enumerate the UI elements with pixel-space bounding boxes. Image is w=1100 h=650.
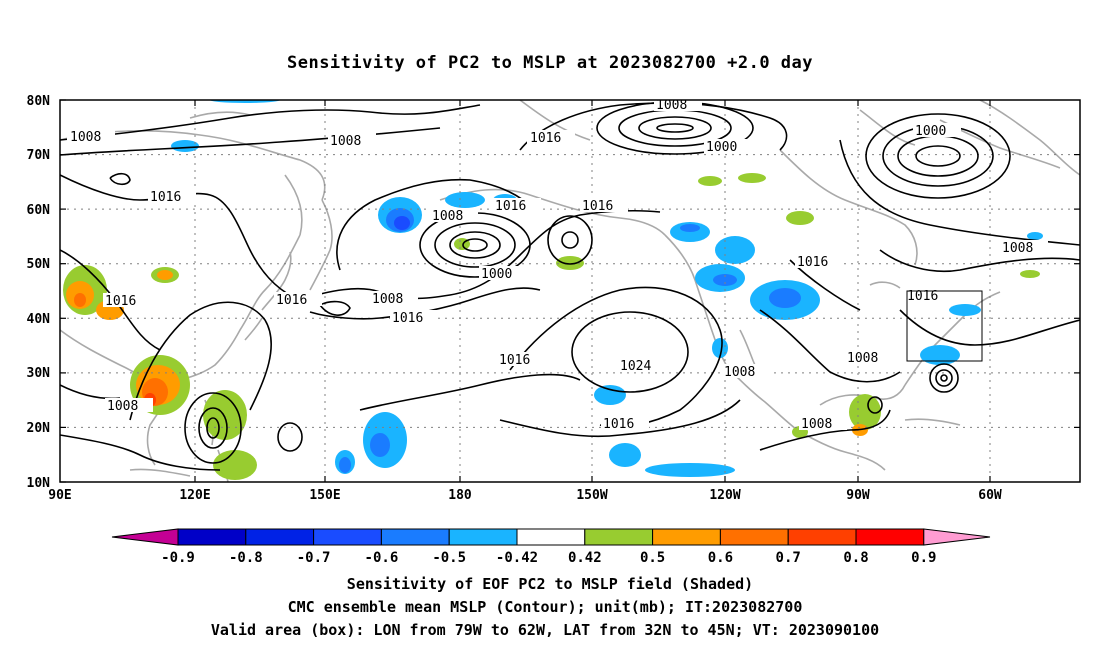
contour-label: 1008 [656, 98, 687, 113]
caption-line-3: Valid area (box): LON from 79W to 62W, L… [211, 621, 879, 639]
contour-label: 1016 [392, 311, 423, 326]
contour-label: 1008 [432, 209, 463, 224]
contour-label: 1016 [530, 131, 561, 146]
colorbar-tick-label: -0.9 [161, 550, 195, 566]
colorbar-high-arrow [923, 528, 991, 546]
colorbar-segment [855, 528, 925, 546]
lon-label: 90E [48, 488, 71, 503]
colorbar-tick-label: -0.5 [432, 550, 466, 566]
colorbar-segment [652, 528, 721, 546]
contour-label: 1016 [495, 199, 526, 214]
contour-label: 1016 [150, 190, 181, 205]
latitude-labels: 80N 70N 60N 50N 40N 30N 20N 10N [27, 94, 51, 491]
contour-label: 1016 [499, 353, 530, 368]
colorbar-low-arrow [111, 528, 179, 546]
gridlines [60, 100, 1080, 482]
contour-label: 1008 [724, 365, 755, 380]
lat-label: 10N [27, 476, 51, 491]
map-title: Sensitivity of PC2 to MSLP at 2023082700… [287, 53, 813, 73]
longitude-labels: 90E 120E 150E 180 150W 120W 90W 60W [48, 488, 1002, 503]
lon-label: 60W [978, 488, 1002, 503]
contour-label: 1024 [620, 359, 651, 374]
colorbar-tick-label: 0.7 [776, 550, 801, 566]
contour-label: 1008 [801, 417, 832, 432]
contour-label: 1000 [481, 267, 512, 282]
colorbar-tick-label: -0.8 [229, 550, 263, 566]
contour-label: 1016 [797, 255, 828, 270]
colorbar-segment [245, 528, 315, 546]
contour-label: 1008 [1002, 241, 1033, 256]
map-frame [59, 99, 1081, 483]
lat-label: 70N [27, 148, 51, 163]
colorbar-segment [584, 528, 654, 546]
colorbar-segment [787, 528, 857, 546]
colorbar-segment [516, 528, 586, 546]
colorbar-segment [313, 528, 382, 546]
contour-labels: 1008 1008 1008 1000 1016 1016 1000 1016 … [67, 98, 1048, 432]
captions: Sensitivity of EOF PC2 to MSLP field (Sh… [211, 575, 879, 639]
contour-label: 1008 [70, 130, 101, 145]
lat-label: 30N [27, 366, 51, 381]
axis-ticks [60, 99, 1080, 483]
lon-label: 180 [448, 488, 472, 503]
colorbar-tick-label: 0.42 [568, 550, 602, 566]
caption-line-2: CMC ensemble mean MSLP (Contour); unit(m… [288, 598, 803, 616]
colorbar-tick-label: -0.7 [297, 550, 331, 566]
lon-label: 90W [846, 488, 870, 503]
contour-label: 1016 [582, 199, 613, 214]
contour-label: 1016 [603, 417, 634, 432]
contour-label: 1008 [330, 134, 361, 149]
lon-label: 150W [576, 488, 607, 503]
colorbar-segment [448, 528, 518, 546]
contour-label: 1000 [706, 140, 737, 155]
colorbar-segment [380, 528, 450, 546]
map-content: 1008 1008 1008 1000 1016 1016 1000 1016 … [60, 98, 1080, 482]
lat-label: 40N [27, 312, 51, 327]
colorbar-tick-label: 0.9 [911, 550, 936, 566]
colorbar-tick-label: 0.6 [708, 550, 733, 566]
colorbar-tick-label: -0.42 [496, 550, 538, 566]
lat-label: 20N [27, 421, 51, 436]
caption-line-1: Sensitivity of EOF PC2 to MSLP field (Sh… [347, 575, 753, 593]
lon-label: 150E [309, 488, 340, 503]
contour-label: 1016 [105, 294, 136, 309]
colorbar-tick-label: -0.6 [365, 550, 399, 566]
lat-label: 50N [27, 257, 51, 272]
contour-label: 1016 [907, 289, 938, 304]
contour-label: 1008 [107, 399, 138, 414]
valid-area-box [906, 290, 983, 362]
lon-label: 120W [709, 488, 740, 503]
contour-label: 1000 [915, 124, 946, 139]
colorbar-tick-label: 0.8 [843, 550, 868, 566]
lat-label: 80N [27, 94, 51, 109]
contour-label: 1008 [372, 292, 403, 307]
colorbar: -0.9 -0.8 -0.7 -0.6 -0.5 -0.42 0.42 0.5 … [111, 528, 991, 566]
contour-label: 1016 [276, 293, 307, 308]
lon-label: 120E [179, 488, 210, 503]
colorbar-tick-label: 0.5 [640, 550, 665, 566]
colorbar-segment [719, 528, 789, 546]
lat-label: 60N [27, 203, 51, 218]
colorbar-segment [177, 528, 247, 546]
contour-label: 1008 [847, 351, 878, 366]
